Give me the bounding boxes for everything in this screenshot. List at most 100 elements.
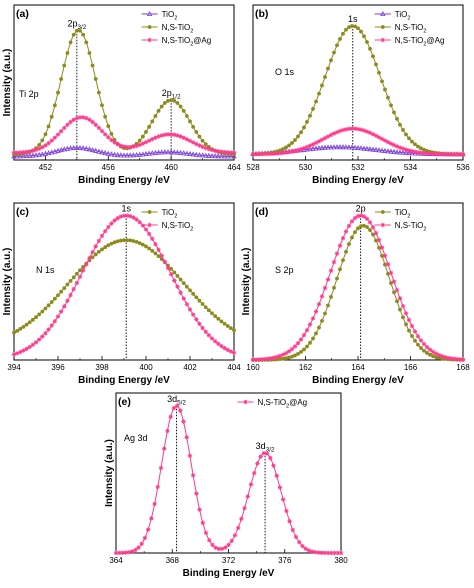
data-point	[400, 146, 406, 151]
data-point	[200, 325, 205, 331]
data-point	[37, 143, 42, 147]
data-point	[368, 46, 372, 51]
data-point	[340, 235, 346, 241]
data-point	[184, 435, 189, 440]
region-annotation: N 1s	[36, 265, 55, 275]
data-point	[341, 31, 345, 36]
data-point	[442, 354, 448, 360]
series-2	[250, 126, 466, 157]
data-point	[137, 138, 142, 143]
data-point	[332, 50, 336, 55]
chart-panel-c: 394 396 398 400 402 404 Binding Energy /eV Inte…	[2, 202, 241, 386]
data-point	[292, 344, 298, 349]
data-point	[149, 150, 155, 156]
data-point	[380, 254, 384, 258]
data-point	[317, 325, 321, 330]
data-point	[352, 126, 358, 131]
data-point	[343, 229, 349, 234]
data-point	[74, 271, 79, 276]
data-point	[96, 125, 102, 131]
data-point	[380, 79, 384, 84]
data-point	[49, 138, 54, 143]
data-point	[11, 153, 17, 159]
data-point	[362, 223, 366, 228]
data-point	[322, 144, 328, 150]
data-point	[305, 344, 309, 349]
data-point	[11, 150, 17, 155]
data-point	[184, 114, 189, 118]
data-point	[36, 146, 42, 151]
data-point	[40, 138, 45, 143]
legend-entry: N,S-TiO2@Ag	[237, 398, 307, 410]
data-point	[382, 253, 388, 258]
data-point	[221, 153, 228, 159]
data-point	[133, 151, 140, 158]
legend-marker	[146, 10, 153, 16]
data-point	[265, 151, 271, 157]
data-point	[46, 303, 51, 308]
data-point	[184, 137, 190, 142]
data-point	[334, 129, 340, 135]
data-point	[74, 28, 79, 33]
data-point	[146, 150, 152, 156]
data-point	[46, 327, 51, 332]
data-point	[373, 146, 379, 152]
data-point	[33, 147, 39, 153]
data-point	[232, 533, 238, 538]
data-point	[365, 225, 369, 229]
data-point	[43, 143, 48, 148]
data-point	[24, 322, 29, 327]
data-point	[379, 147, 385, 153]
data-point	[258, 454, 263, 459]
data-point	[322, 285, 328, 291]
data-point	[331, 131, 337, 136]
data-point	[162, 149, 168, 155]
y-axis-label: Intensity (a.u.)	[241, 248, 252, 316]
data-point	[361, 128, 367, 133]
data-point	[367, 146, 373, 152]
data-point	[188, 288, 192, 293]
data-point	[359, 224, 363, 229]
data-point	[130, 152, 137, 158]
legend-entry: N,S-TiO2@Ag	[141, 36, 211, 48]
data-point	[268, 151, 274, 157]
data-point	[424, 344, 430, 350]
data-point	[169, 266, 174, 271]
data-point	[361, 145, 367, 151]
data-point	[319, 294, 325, 299]
data-point	[65, 122, 70, 128]
y-axis-label: Intensity (a.u.)	[2, 49, 13, 117]
data-point	[235, 525, 241, 531]
data-point	[404, 322, 408, 327]
data-point	[93, 244, 98, 249]
data-point	[213, 314, 218, 319]
data-point	[232, 328, 236, 333]
plot-frame	[13, 4, 235, 161]
data-point	[337, 144, 343, 150]
data-point	[172, 270, 177, 275]
data-point	[216, 316, 221, 321]
series-0	[11, 144, 237, 159]
data-point	[287, 143, 291, 148]
data-point	[124, 213, 130, 218]
data-point	[331, 259, 337, 265]
data-point	[289, 149, 295, 154]
data-point	[172, 98, 177, 103]
data-point	[159, 104, 164, 109]
data-point	[90, 63, 95, 68]
data-point	[203, 145, 208, 151]
legend-entry: N,S-TiO2@Ag	[374, 36, 444, 48]
data-point	[181, 419, 186, 424]
plot-frame	[115, 392, 342, 554]
data-point	[407, 136, 411, 141]
data-point	[427, 347, 433, 352]
data-point	[323, 75, 327, 79]
x-axis-label: Binding Energy /eV	[78, 175, 170, 186]
x-axis-label: Binding Energy /eV	[312, 375, 404, 386]
data-point	[140, 223, 146, 228]
legend-entry: TiO2	[374, 208, 411, 220]
data-point	[175, 274, 180, 278]
data-point	[431, 354, 435, 358]
data-point	[409, 323, 415, 329]
data-point	[68, 279, 73, 283]
